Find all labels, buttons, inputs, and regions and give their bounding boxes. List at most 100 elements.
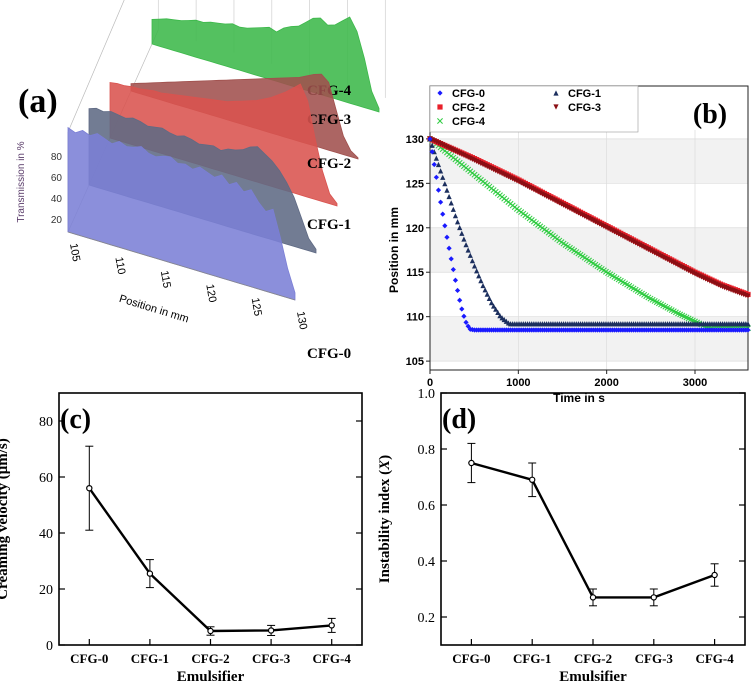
x-tick-label: 3000 [683,377,707,389]
data-point-stroke [662,303,669,310]
data-point [493,306,499,312]
data-point [484,291,490,297]
data-point [467,252,473,258]
series-label-cfg-2: CFG-2 [307,156,351,172]
data-point [448,200,454,206]
x-tick-label: CFG-2 [191,651,229,666]
y-tick-label: 120 [406,223,424,235]
panel-label-c: (c) [60,404,91,435]
data-point-stroke [596,264,603,271]
data-point-stroke [649,296,656,303]
data-point [267,627,275,634]
data-point [711,571,718,579]
data-point [476,273,482,279]
panel-c: 0 20 40 60 80 CFG-0 CFG-1 CFG-2 CFG-3 CFG-4 Emulsi… [0,392,363,685]
data-point-stroke [571,247,578,254]
x-tick-label: CFG-1 [513,651,551,666]
data-point [495,309,501,315]
x-tick-label: CFG-4 [313,651,352,666]
y-axis-label-part: ) [377,455,393,460]
data-point [452,277,459,283]
data-point [440,211,446,217]
data-point-stroke [628,284,635,291]
data-point [482,287,488,293]
data-point-stroke [651,298,658,304]
data-point-stroke [632,286,639,293]
data-point-stroke [630,285,637,292]
y-tick-label: 0.6 [418,499,436,514]
series-label-cfg-3: CFG-3 [307,112,351,128]
data-point [529,476,536,483]
data-point-stroke [573,249,580,255]
data-point-stroke [683,314,690,321]
data-point-stroke [590,260,597,267]
y-tick-label: 110 [406,312,424,324]
data-point-stroke [566,244,573,251]
panel-a: (a)CFG-4CFG-3CFG-2CFG-1CFG-080604020Tran… [16,0,386,362]
x-tick-label: 130 [294,310,309,330]
z-tick-label: 40 [51,194,63,205]
x-tick-label: CFG-4 [695,651,734,666]
data-point [457,297,463,303]
x-axis-label: Time in s [553,391,605,405]
x-tick-label: CFG-0 [70,651,108,666]
data-point-stroke [656,300,662,307]
legend-marker-cfg-4-stroke [437,118,443,124]
data-point-stroke [664,304,671,311]
y-tick-label: 105 [406,356,424,368]
data-point-stroke [577,251,584,258]
legend-label-cfg-0: CFG-0 [452,88,485,100]
legend-marker-cfg-3 [553,104,559,110]
data-point [450,206,456,212]
panel-label-b: (b) [693,99,727,130]
data-point-stroke [560,240,567,247]
x-axis-label: Position in mm [118,293,190,326]
series-cfg-1 [427,136,751,327]
data-point-stroke [687,316,694,323]
data-point-stroke [636,289,643,296]
data-point-stroke [668,307,675,314]
data-point [471,263,478,269]
series-label-cfg-0: CFG-0 [307,346,351,362]
data-point-stroke [666,305,673,312]
data-point-stroke [605,270,612,277]
data-point [459,230,465,236]
x-tick-label: CFG-0 [452,651,490,666]
panel-b: 105 110 115 120 125 130 0 1000 2000 3000 Time in s… [387,85,751,405]
data-point-stroke [677,311,684,318]
data-point [650,594,658,601]
legend-marker-cfg-4 [437,118,443,124]
data-point-stroke [660,302,667,309]
data-point [438,199,444,205]
data-point-stroke [583,256,590,263]
data-point-stroke [569,246,575,253]
legend-label-cfg-4: CFG-4 [452,116,486,128]
data-point-stroke [607,271,614,278]
x-tick-label: 115 [158,270,173,289]
data-point-stroke [634,288,641,294]
data-point [463,242,469,248]
data-point [442,181,448,187]
data-point [474,268,480,274]
data-point [457,224,463,231]
y-tick-label: 0 [46,639,53,654]
series-cfg-0 [427,136,751,333]
y-axis-label-part: Instability index ( [377,470,393,583]
data-point [442,223,448,229]
z-tick-label: 60 [51,173,63,184]
legend: CFG-0 CFG-1 CFG-2 CFG-3 CFG-4 [429,85,639,133]
x-tick-label: CFG-3 [635,651,674,666]
x-tick-label: CFG-3 [252,651,291,666]
data-line [88,487,332,633]
data-point [745,327,751,333]
data-point [452,213,459,219]
data-point [427,136,433,142]
data-point [146,570,154,577]
legend-marker-cfg-2 [437,104,443,110]
legend-label-cfg-1: CFG-1 [568,88,601,100]
data-point-stroke [624,281,631,288]
x-tick-label: 120 [203,283,218,303]
data-point-stroke [600,267,607,274]
data-line [471,461,716,599]
data-point [435,161,442,168]
